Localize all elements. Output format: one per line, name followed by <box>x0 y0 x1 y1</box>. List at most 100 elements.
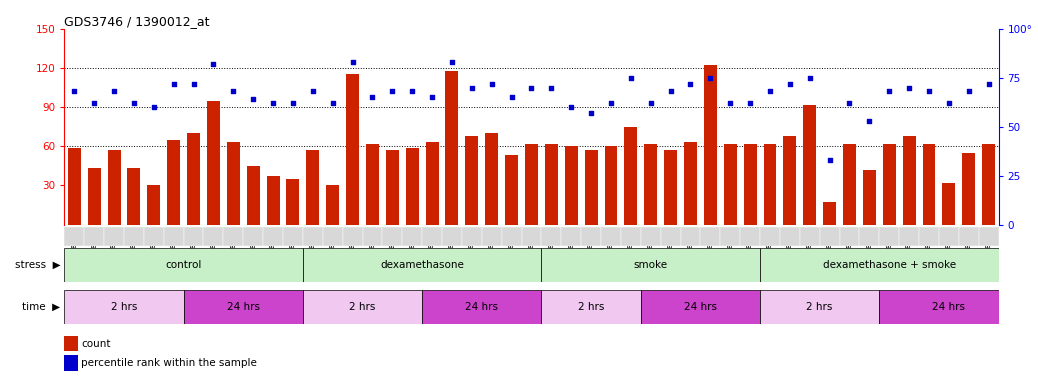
Point <box>424 94 440 100</box>
Bar <box>879 290 1018 324</box>
Point <box>543 84 559 91</box>
Text: 2 hrs: 2 hrs <box>578 302 604 312</box>
Point <box>682 81 699 87</box>
Point <box>245 96 262 103</box>
Bar <box>982 144 995 225</box>
Bar <box>366 144 379 225</box>
Bar <box>723 144 737 225</box>
Point <box>940 100 957 106</box>
Bar <box>939 227 959 246</box>
Point <box>643 100 659 106</box>
Point <box>821 157 838 163</box>
Text: percentile rank within the sample: percentile rank within the sample <box>81 358 256 368</box>
Bar <box>645 144 657 225</box>
Bar <box>403 227 422 246</box>
Bar <box>104 227 124 246</box>
Bar <box>704 65 717 225</box>
Bar <box>442 227 462 246</box>
Text: 2 hrs: 2 hrs <box>111 302 137 312</box>
Bar <box>681 227 701 246</box>
Point <box>165 81 182 87</box>
Point <box>503 94 520 100</box>
Bar <box>581 227 601 246</box>
Bar <box>542 248 760 282</box>
Bar <box>923 144 935 225</box>
Bar <box>664 150 677 225</box>
Bar <box>959 227 979 246</box>
Point <box>623 74 639 81</box>
Point <box>862 118 878 124</box>
Bar <box>326 185 339 225</box>
Point <box>721 100 738 106</box>
Point <box>782 81 798 87</box>
Point <box>881 88 898 94</box>
Bar <box>962 153 975 225</box>
Point <box>66 88 83 94</box>
Point <box>762 88 778 94</box>
Bar <box>764 144 776 225</box>
Point <box>86 100 103 106</box>
Point <box>841 100 857 106</box>
Bar <box>542 227 562 246</box>
Bar <box>640 227 660 246</box>
Bar <box>243 227 263 246</box>
Bar <box>840 227 859 246</box>
Bar <box>203 227 223 246</box>
Point <box>443 59 460 65</box>
Bar <box>604 146 618 225</box>
Point <box>603 100 620 106</box>
Point <box>145 104 162 110</box>
Point <box>901 84 918 91</box>
Bar <box>128 169 140 225</box>
Bar <box>263 227 283 246</box>
Bar <box>760 290 879 324</box>
Bar <box>184 227 203 246</box>
Bar <box>823 202 836 225</box>
Bar <box>800 227 820 246</box>
Bar <box>740 227 760 246</box>
Bar <box>780 227 800 246</box>
Bar <box>108 150 120 225</box>
Bar <box>382 227 403 246</box>
Bar <box>67 147 81 225</box>
Text: 2 hrs: 2 hrs <box>807 302 832 312</box>
Text: dexamethasone: dexamethasone <box>380 260 464 270</box>
Point <box>304 88 321 94</box>
Point <box>364 94 381 100</box>
Bar <box>820 227 840 246</box>
Bar <box>64 248 303 282</box>
Point <box>225 88 242 94</box>
Point <box>484 81 500 87</box>
Bar <box>147 185 160 225</box>
Point <box>464 84 481 91</box>
Bar <box>386 150 399 225</box>
Bar <box>521 227 542 246</box>
Bar <box>760 248 1018 282</box>
Bar <box>863 170 876 225</box>
Bar <box>545 144 557 225</box>
Bar <box>445 71 459 225</box>
Bar <box>247 166 260 225</box>
Point <box>126 100 142 106</box>
Bar <box>303 290 422 324</box>
Bar <box>640 290 760 324</box>
Point <box>801 74 818 81</box>
Bar <box>267 176 279 225</box>
Bar <box>506 156 518 225</box>
Bar <box>187 133 200 225</box>
Bar <box>64 290 184 324</box>
Bar <box>346 74 359 225</box>
Text: smoke: smoke <box>633 260 667 270</box>
Bar <box>343 227 362 246</box>
Bar <box>87 169 101 225</box>
Bar <box>621 227 640 246</box>
Bar <box>323 227 343 246</box>
Text: time  ▶: time ▶ <box>22 302 60 312</box>
Bar <box>660 227 681 246</box>
Bar <box>562 227 581 246</box>
Point <box>106 88 122 94</box>
Point <box>662 88 679 94</box>
Bar <box>462 227 482 246</box>
Bar <box>124 227 144 246</box>
Bar <box>223 227 243 246</box>
